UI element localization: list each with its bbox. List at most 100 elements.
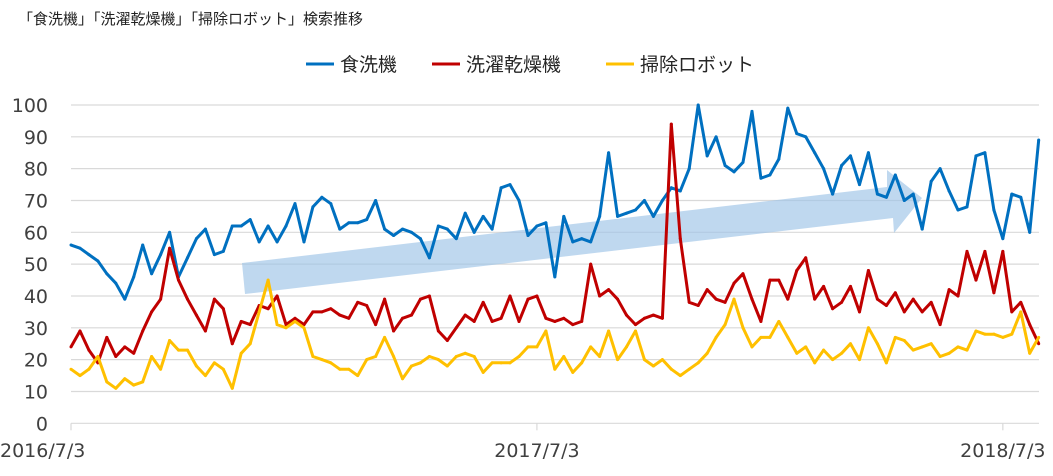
data-point xyxy=(669,186,673,190)
data-point xyxy=(741,326,745,330)
data-point xyxy=(177,348,181,352)
data-point xyxy=(580,319,584,323)
data-point xyxy=(786,335,790,339)
data-point xyxy=(463,211,467,215)
data-point xyxy=(1010,192,1014,196)
data-point xyxy=(696,103,700,107)
y-tick-label: 20 xyxy=(24,350,48,372)
data-point xyxy=(374,354,378,358)
data-point xyxy=(203,329,207,333)
data-point xyxy=(902,310,906,314)
data-point xyxy=(526,345,530,349)
data-point xyxy=(759,319,763,323)
data-point xyxy=(607,151,611,155)
data-point xyxy=(607,329,611,333)
data-point xyxy=(920,310,924,314)
data-point xyxy=(705,351,709,355)
data-point xyxy=(553,319,557,323)
data-point xyxy=(436,329,440,333)
data-point xyxy=(849,154,853,158)
data-point xyxy=(266,278,270,282)
data-point xyxy=(463,351,467,355)
data-point xyxy=(338,367,342,371)
data-point xyxy=(239,351,243,355)
data-point xyxy=(463,313,467,317)
data-point xyxy=(660,358,664,362)
data-point xyxy=(732,170,736,174)
y-tick-label: 40 xyxy=(24,286,48,308)
data-point xyxy=(194,313,198,317)
data-point xyxy=(472,230,476,234)
data-point xyxy=(992,208,996,212)
chart-title: 「食洗機」「洗濯乾燥機」「掃除ロボット」検索推移 xyxy=(18,10,364,28)
data-point xyxy=(168,339,172,343)
data-point xyxy=(786,106,790,110)
data-point xyxy=(185,256,189,260)
data-point xyxy=(625,345,629,349)
data-point xyxy=(1037,335,1041,339)
data-point xyxy=(490,227,494,231)
data-point xyxy=(69,367,73,371)
data-point xyxy=(105,335,109,339)
data-point xyxy=(185,297,189,301)
data-point xyxy=(409,230,413,234)
data-point xyxy=(185,348,189,352)
data-point xyxy=(105,380,109,384)
data-point xyxy=(1010,332,1014,336)
data-point xyxy=(983,332,987,336)
data-point xyxy=(427,294,431,298)
data-point xyxy=(857,183,861,187)
data-point xyxy=(875,192,879,196)
data-point xyxy=(436,224,440,228)
data-point xyxy=(625,313,629,317)
data-point xyxy=(159,253,163,257)
data-point xyxy=(1019,300,1023,304)
data-point xyxy=(822,167,826,171)
data-point xyxy=(535,224,539,228)
data-point xyxy=(840,163,844,167)
data-point xyxy=(329,202,333,206)
data-point xyxy=(893,335,897,339)
data-point xyxy=(571,240,575,244)
data-point xyxy=(212,297,216,301)
data-point xyxy=(956,294,960,298)
y-tick-label: 0 xyxy=(36,413,48,435)
data-point xyxy=(454,354,458,358)
data-point xyxy=(974,278,978,282)
data-point xyxy=(642,358,646,362)
data-point xyxy=(508,183,512,187)
data-point xyxy=(275,240,279,244)
series-lines xyxy=(69,103,1041,390)
data-point xyxy=(526,297,530,301)
data-point xyxy=(275,323,279,327)
data-point xyxy=(651,214,655,218)
data-point xyxy=(553,275,557,279)
data-point xyxy=(320,195,324,199)
data-point xyxy=(687,167,691,171)
data-point xyxy=(804,135,808,139)
data-point xyxy=(481,300,485,304)
data-point xyxy=(911,297,915,301)
data-point xyxy=(705,154,709,158)
data-point xyxy=(813,297,817,301)
data-point xyxy=(508,294,512,298)
data-point xyxy=(965,205,969,209)
data-point xyxy=(929,300,933,304)
data-point xyxy=(831,307,835,311)
data-point xyxy=(929,179,933,183)
data-point xyxy=(347,221,351,225)
data-point xyxy=(212,361,216,365)
data-point xyxy=(392,354,396,358)
data-point xyxy=(114,354,118,358)
data-point xyxy=(633,208,637,212)
data-point xyxy=(911,192,915,196)
data-point xyxy=(347,367,351,371)
data-point xyxy=(472,354,476,358)
data-point xyxy=(723,163,727,167)
data-point xyxy=(481,214,485,218)
data-point xyxy=(329,361,333,365)
data-point xyxy=(1019,195,1023,199)
data-point xyxy=(78,246,82,250)
data-point xyxy=(239,224,243,228)
data-point xyxy=(302,326,306,330)
